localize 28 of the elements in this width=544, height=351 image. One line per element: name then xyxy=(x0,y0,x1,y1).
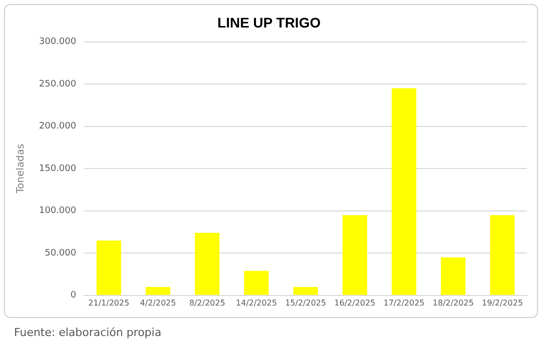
source-note: Fuente: elaboración propia xyxy=(14,326,162,339)
x-tick-label: 21/1/2025 xyxy=(88,298,130,308)
bar xyxy=(490,215,515,295)
y-axis-title: Toneladas xyxy=(16,144,27,194)
y-tick-label: 50.000 xyxy=(44,248,76,258)
x-tick-label: 17/2/2025 xyxy=(383,298,425,308)
x-tick-label: 14/2/2025 xyxy=(236,298,277,308)
bar xyxy=(194,232,220,295)
bar xyxy=(440,257,466,295)
bar xyxy=(392,88,416,295)
x-tick-label: 4/2/2025 xyxy=(140,298,176,308)
x-tick-label: 19/2/2025 xyxy=(482,298,523,308)
y-tick-label: 300.000 xyxy=(39,37,76,48)
y-tick-label: 100.000 xyxy=(39,206,76,216)
x-tick-label: 15/2/2025 xyxy=(285,298,326,308)
y-tick-label: 200.000 xyxy=(39,122,76,132)
y-tick-label: 150.000 xyxy=(39,164,76,174)
x-tick-label: 16/2/2025 xyxy=(334,298,376,308)
x-tick-label: 8/2/2025 xyxy=(189,298,226,308)
bar xyxy=(293,286,318,295)
x-tick-label: 18/2/2025 xyxy=(432,298,474,308)
bar xyxy=(96,240,122,295)
chart-title: LINE UP TRIGO xyxy=(217,14,321,30)
bar xyxy=(244,270,269,295)
bar xyxy=(146,286,170,295)
bar xyxy=(342,215,368,295)
y-tick-label: 0 xyxy=(70,290,76,301)
y-tick-label: 250.000 xyxy=(39,79,76,90)
